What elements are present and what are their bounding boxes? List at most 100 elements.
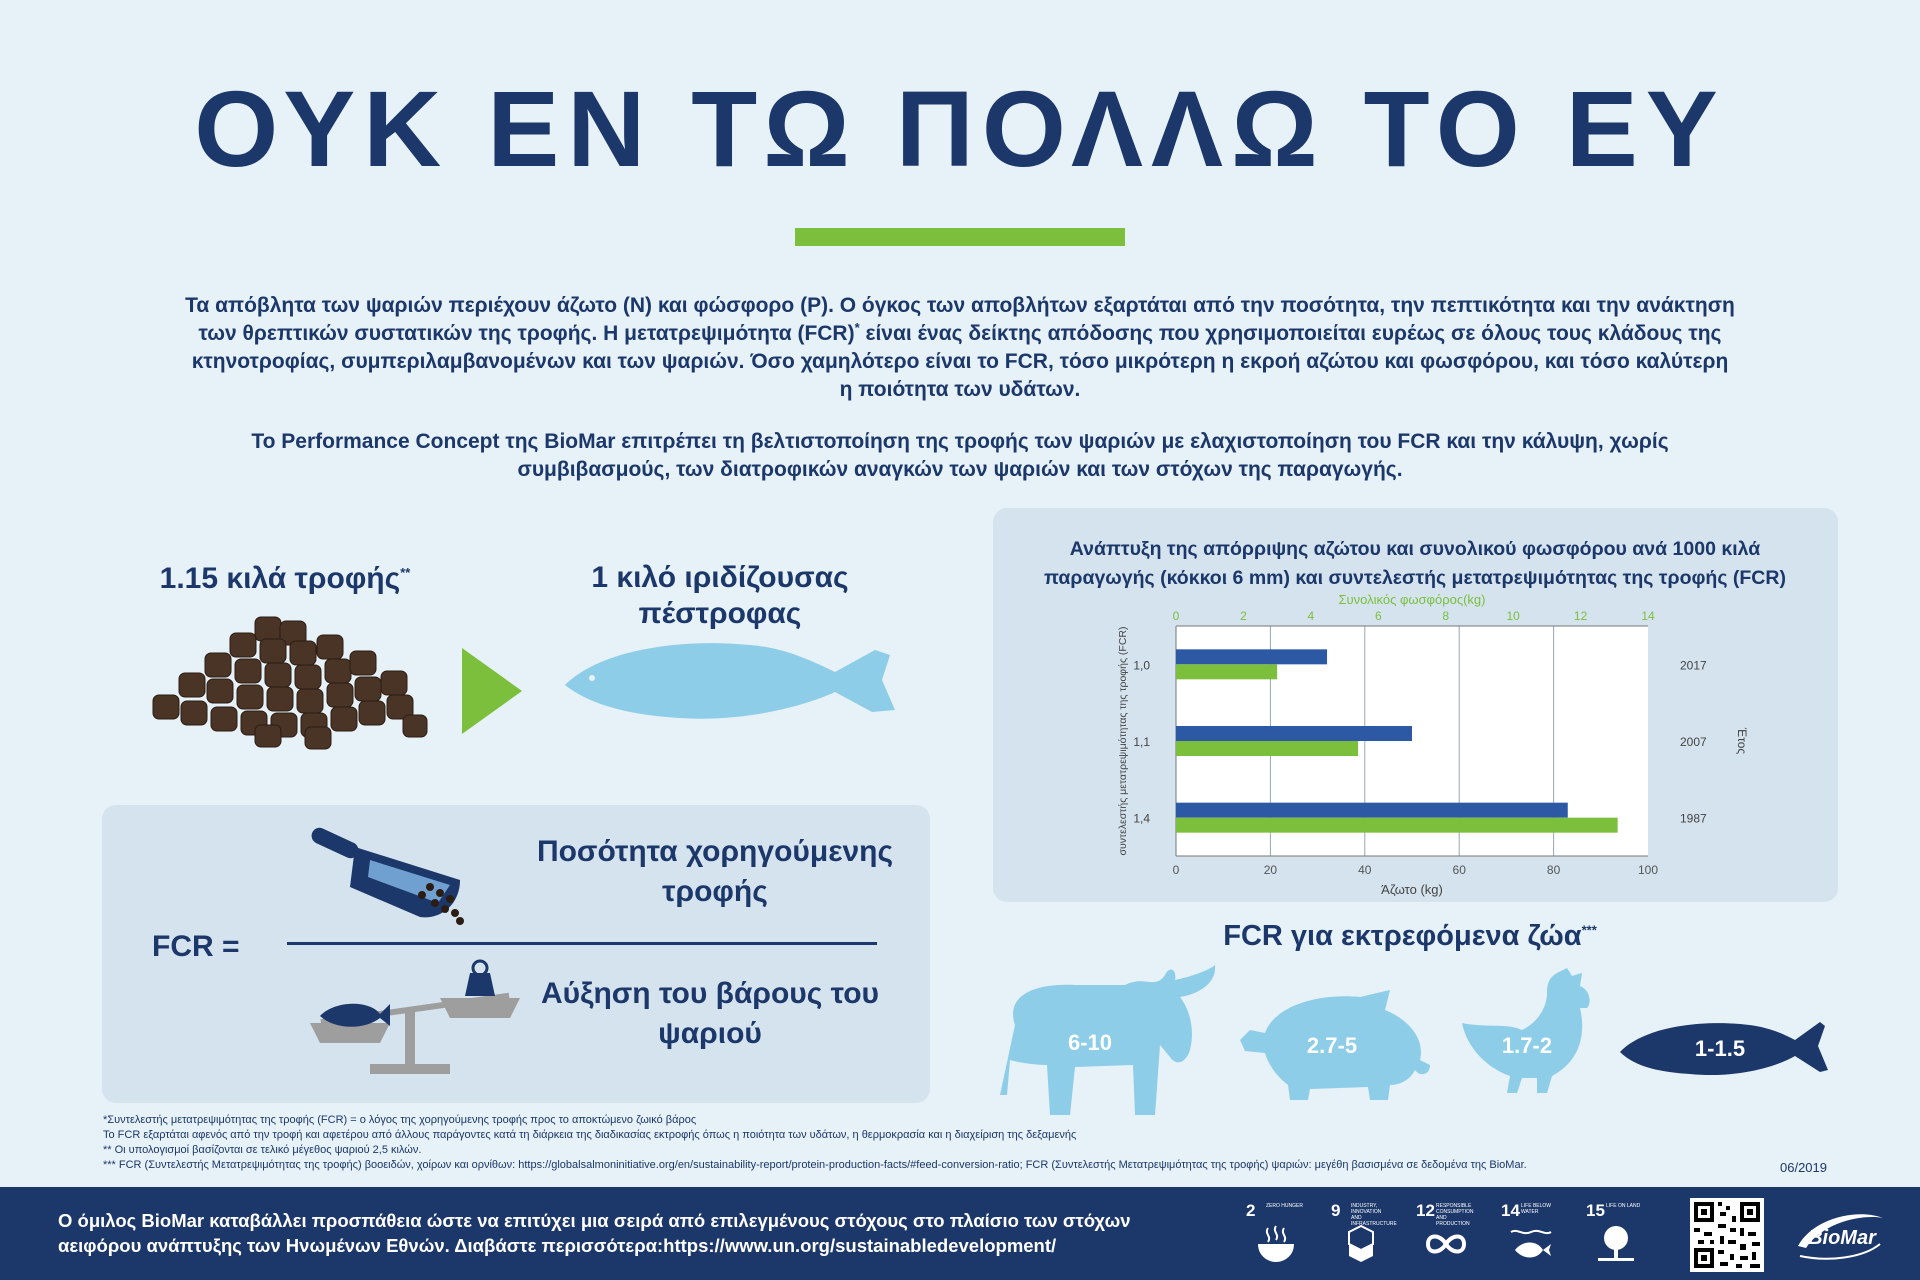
x-tick-label-top: 2 bbox=[1240, 609, 1247, 623]
sdg-caption: INDUSTRY, INNOVATION AND INFRASTRUCTURE bbox=[1351, 1203, 1397, 1227]
footer-line: Ο όμιλος BioMar καταβάλλει προσπάθεια ώσ… bbox=[58, 1210, 1131, 1231]
fish-amount-label: 1 κιλό ιριδίζουσας πέστροφας bbox=[550, 560, 890, 632]
intro-line: Τα απόβλητα των ψαριών περιέχουν άζωτο (… bbox=[185, 294, 1735, 317]
sdg-number: 12 bbox=[1416, 1201, 1435, 1220]
intro-line: κτηνοτροφίας, συμπεριλαμβανομένων και τω… bbox=[191, 350, 1729, 373]
intro-paragraph-1: Τα απόβλητα των ψαριών περιέχουν άζωτο (… bbox=[80, 292, 1840, 404]
chart-title-line: Ανάπτυξη της απόρριψης αζώτου και συνολι… bbox=[1069, 538, 1761, 560]
fcr-denominator: Αύξηση του βάρους του ψαριού bbox=[530, 974, 890, 1054]
chicken-fcr-value: 1.7-2 bbox=[1502, 1033, 1552, 1058]
sdg-2-zero-hunger-icon[interactable]: 2 ZERO HUNGER bbox=[1240, 1198, 1312, 1270]
page-title: ΟΥΚ ΕΝ ΤΩ ΠΟΛΛΩ ΤΟ ΕΥ bbox=[194, 68, 1726, 189]
livestock-fcr-title-text: FCR για εκτρεφόμενα ζώα bbox=[1223, 920, 1582, 952]
biomar-logo-text: BioMar bbox=[1808, 1227, 1877, 1249]
biomar-logo[interactable]: BioMar bbox=[1788, 1208, 1888, 1264]
publication-date: 06/2019 bbox=[1780, 1160, 1827, 1175]
footnote-mark: ** bbox=[400, 565, 411, 580]
year-tick-label: 1987 bbox=[1680, 812, 1707, 826]
footer-text: Ο όμιλος BioMar καταβάλλει προσπάθεια ώσ… bbox=[58, 1208, 1208, 1258]
bar-nitrogen bbox=[1176, 649, 1328, 665]
footnote-mark: *** bbox=[1581, 922, 1597, 938]
x-tick-label-top: 14 bbox=[1641, 609, 1655, 623]
bowl-icon bbox=[1258, 1225, 1294, 1262]
feed-pellets-image bbox=[152, 616, 428, 750]
x-tick-label-top: 10 bbox=[1506, 609, 1520, 623]
sdg-caption: LIFE BELOW WATER bbox=[1521, 1203, 1552, 1215]
feed-amount-label: 1.15 κιλά τροφής** bbox=[120, 562, 450, 596]
fish-wave-icon bbox=[1510, 1229, 1552, 1258]
feed-scoop-icon bbox=[311, 827, 464, 925]
x-tick-label-top: 6 bbox=[1375, 609, 1382, 623]
x-tick-label-top: 4 bbox=[1308, 609, 1315, 623]
bar-nitrogen bbox=[1176, 726, 1412, 741]
x-tick-label-bottom: 20 bbox=[1264, 863, 1278, 877]
sdg-number: 15 bbox=[1586, 1201, 1605, 1220]
intro-paragraph-2: Το Performance Concept της BioMar επιτρέ… bbox=[80, 428, 1840, 484]
bar-phosphorus bbox=[1176, 817, 1618, 833]
x-tick-label-top: 12 bbox=[1574, 609, 1588, 623]
cow-icon: 6-10 bbox=[1000, 965, 1216, 1115]
fish-amount-text: πέστροφας bbox=[638, 597, 802, 630]
title-underline bbox=[795, 228, 1125, 246]
x-tick-label-bottom: 100 bbox=[1638, 863, 1658, 877]
sdg-number: 9 bbox=[1331, 1201, 1341, 1220]
fcr-equation-panel bbox=[102, 805, 930, 1103]
footer-line: αειφόρου ανάπτυξης των Ηνωμένων Εθνών. Δ… bbox=[58, 1235, 1057, 1256]
intro-line: Το Performance Concept της BioMar επιτρέ… bbox=[251, 430, 1669, 453]
x-tick-label-bottom: 0 bbox=[1173, 863, 1180, 877]
footnote: *** FCR (Συντελεστής Μετατρεψιμότητας τη… bbox=[103, 1159, 1527, 1171]
x-tick-label-bottom: 60 bbox=[1453, 863, 1467, 877]
feed-amount-text: 1.15 κιλά τροφής bbox=[159, 562, 401, 595]
bar-nitrogen bbox=[1176, 802, 1568, 818]
cow-fcr-value: 6-10 bbox=[1068, 1030, 1112, 1055]
fcr-denominator-text: ψαριού bbox=[658, 1017, 762, 1050]
y-axis-label-right: Έτος bbox=[1735, 727, 1749, 755]
fcr-tick-label: 1,0 bbox=[1133, 658, 1150, 672]
footnote-mark: * bbox=[854, 320, 860, 335]
qr-code[interactable] bbox=[1690, 1198, 1764, 1272]
fcr-numerator-text: τροφής bbox=[662, 875, 768, 908]
fcr-numerator: Ποσότητα χορηγούμενης τροφής bbox=[515, 832, 915, 912]
intro-text: των θρεπτικών συστατικών της τροφής. Η μ… bbox=[198, 322, 855, 345]
trout-fish-image bbox=[565, 643, 895, 719]
bar-phosphorus bbox=[1176, 664, 1278, 680]
x-tick-label-top: 8 bbox=[1442, 609, 1449, 623]
intro-text: είναι ένας δείκτης απόδοσης που χρησιμοπ… bbox=[859, 322, 1722, 345]
x-tick-label-top: 0 bbox=[1173, 609, 1180, 623]
intro-line: η ποιότητα των υδάτων. bbox=[839, 378, 1081, 401]
intro-line: συμβιβασμούς, των διατροφικών αναγκών τω… bbox=[517, 458, 1403, 481]
fish-amount-text: 1 κιλό ιριδίζουσας bbox=[591, 561, 849, 594]
sdg-14-life-below-water-icon[interactable]: 14 LIFE BELOW WATER bbox=[1495, 1198, 1567, 1270]
x-tick-label-bottom: 40 bbox=[1358, 863, 1372, 877]
fcr-denominator-text: Αύξηση του βάρους του bbox=[540, 977, 880, 1010]
chicken-icon: 1.7-2 bbox=[1462, 968, 1590, 1093]
fcr-tick-label: 1,4 bbox=[1133, 812, 1150, 826]
sdg-caption: ZERO HUNGER bbox=[1266, 1203, 1303, 1209]
year-tick-label: 2007 bbox=[1680, 735, 1707, 749]
arrow-right-icon bbox=[462, 648, 522, 734]
pig-fcr-value: 2.7-5 bbox=[1307, 1033, 1357, 1058]
weighing-scale-icon bbox=[310, 959, 520, 1074]
fcr-tick-label: 1,1 bbox=[1133, 735, 1150, 749]
cubes-icon bbox=[1348, 1224, 1374, 1262]
footnote: *Συντελεστής μετατρεψιμότητας της τροφής… bbox=[103, 1114, 697, 1126]
sdg-12-responsible-consumption-icon[interactable]: 12 RESPONSIBLE CONSUMPTION AND PRODUCTIO… bbox=[1410, 1198, 1482, 1270]
fraction-line bbox=[287, 942, 877, 945]
fish-icon: 1-1.5 bbox=[1620, 1022, 1828, 1076]
bar-phosphorus bbox=[1176, 741, 1359, 756]
livestock-fcr-title: FCR για εκτρεφόμενα ζώα*** bbox=[1000, 920, 1820, 953]
fcr-numerator-text: Ποσότητα χορηγούμενης bbox=[536, 835, 894, 868]
infinity-icon bbox=[1425, 1234, 1467, 1254]
chart-title-line: παραγωγής (κόκκοι 6 mm) και συντελεστής … bbox=[1044, 567, 1786, 589]
sdg-caption: LIFE ON LAND bbox=[1606, 1203, 1641, 1209]
footnote: Το FCR εξαρτάται αφενός από την τροφή κα… bbox=[103, 1129, 1077, 1141]
sdg-15-life-on-land-icon[interactable]: 15 LIFE ON LAND bbox=[1580, 1198, 1652, 1270]
footnotes: *Συντελεστής μετατρεψιμότητας της τροφής… bbox=[103, 1113, 1823, 1173]
sdg-9-industry-icon[interactable]: 9 INDUSTRY, INNOVATION AND INFRASTRUCTUR… bbox=[1325, 1198, 1397, 1270]
chart-title: Ανάπτυξη της απόρριψης αζώτου και συνολι… bbox=[1000, 535, 1830, 593]
year-tick-label: 2017 bbox=[1680, 658, 1707, 672]
nitrogen-phosphorus-chart: 0 20 40 60 80 100 0 2 4 6 8 10 12 14 Άζωτο (kg) Συνολικ… bbox=[1117, 592, 1749, 897]
sdg-number: 14 bbox=[1501, 1201, 1520, 1220]
sdg-number: 2 bbox=[1246, 1201, 1256, 1220]
footnote: ** Οι υπολογισμοί βασίζονται σε τελικό μ… bbox=[103, 1144, 422, 1156]
